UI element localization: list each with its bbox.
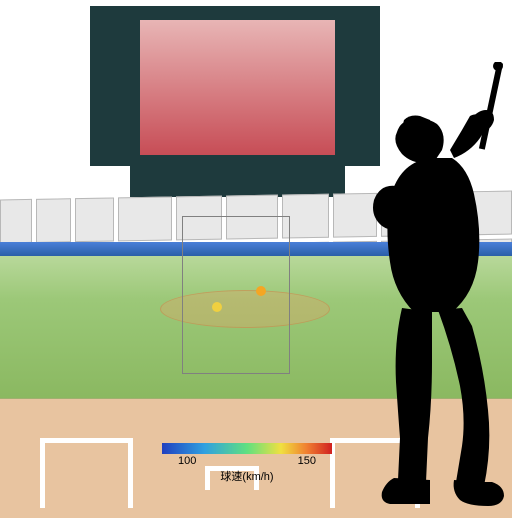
stand-section — [75, 197, 114, 242]
velocity-legend: 100 150 球速(km/h) — [162, 443, 332, 484]
stand-section — [333, 193, 378, 238]
scoreboard-screen — [140, 20, 335, 155]
stand-section — [426, 191, 463, 236]
stand-section — [381, 192, 422, 237]
stand-section — [0, 199, 32, 244]
velocity-tick-max: 150 — [298, 455, 316, 467]
strike-zone-box — [182, 216, 290, 374]
velocity-colorbar — [162, 443, 332, 454]
scoreboard-base — [130, 162, 345, 197]
stand-section — [36, 198, 71, 243]
pitch-marker — [256, 286, 266, 296]
pitch-location-chart: 100 150 球速(km/h) — [0, 0, 512, 512]
pitch-marker — [212, 302, 222, 312]
stand-section — [118, 196, 172, 241]
velocity-tick-min: 100 — [178, 455, 196, 467]
velocity-ticks: 100 150 — [162, 455, 332, 467]
velocity-axis-label: 球速(km/h) — [220, 468, 273, 484]
stand-section — [467, 191, 512, 236]
